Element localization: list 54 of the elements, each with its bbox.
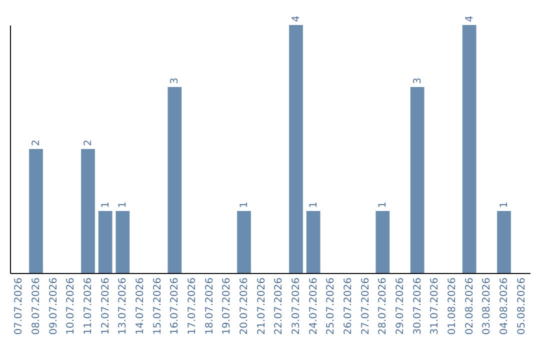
x-tick-label: 25.07.2026 xyxy=(326,278,337,335)
data-label: 1 xyxy=(239,202,250,208)
x-tick-label: 20.07.2026 xyxy=(239,278,250,335)
x-tick-label: 15.07.2026 xyxy=(152,278,164,335)
x-tick-label: 29.07.2026 xyxy=(395,278,406,335)
x-tick-label: 07.07.2026 xyxy=(14,278,25,335)
bar xyxy=(462,25,476,273)
x-tick-label: 03.08.2026 xyxy=(482,278,493,335)
bar xyxy=(410,87,424,273)
data-label: 2 xyxy=(83,140,94,146)
bar xyxy=(237,211,251,273)
bar xyxy=(306,211,320,273)
x-tick-label: 12.07.2026 xyxy=(100,278,112,335)
bar xyxy=(81,149,95,273)
x-tick-label: 31.07.2026 xyxy=(430,278,441,335)
x-tick-label: 23.07.2026 xyxy=(291,278,302,335)
data-label: 4 xyxy=(464,16,476,22)
x-tick-label: 02.08.2026 xyxy=(464,278,476,335)
data-label: 4 xyxy=(291,16,302,22)
x-tick-label: 10.07.2026 xyxy=(66,278,77,335)
bar xyxy=(376,211,390,273)
x-tick-label: 17.07.2026 xyxy=(187,278,198,335)
x-tick-label: 05.08.2026 xyxy=(516,278,528,335)
x-tick-label: 30.07.2026 xyxy=(412,278,424,335)
bar xyxy=(168,87,182,273)
data-label: 1 xyxy=(308,202,320,208)
x-tick-label: 22.07.2026 xyxy=(274,278,285,335)
data-label: 1 xyxy=(118,202,129,208)
x-tick-label: 14.07.2026 xyxy=(135,278,146,335)
data-label: 1 xyxy=(100,202,112,208)
data-label: 3 xyxy=(170,78,181,84)
x-tick-label: 26.07.2026 xyxy=(343,278,354,335)
x-tick-label: 13.07.2026 xyxy=(118,278,129,335)
data-label: 2 xyxy=(31,140,42,146)
x-tick-label: 11.07.2026 xyxy=(83,278,94,335)
x-tick-label: 27.07.2026 xyxy=(360,278,372,335)
x-tick-label: 21.07.2026 xyxy=(256,278,268,335)
x-tick-label: 28.07.2026 xyxy=(378,278,389,335)
data-label: 3 xyxy=(412,78,424,84)
x-tick-label: 16.07.2026 xyxy=(170,278,181,335)
x-tick-label: 04.08.2026 xyxy=(499,278,510,335)
bar xyxy=(497,211,511,273)
data-label: 1 xyxy=(378,202,389,208)
x-tick-label: 24.07.2026 xyxy=(308,278,320,335)
bar xyxy=(116,211,130,273)
x-tick-label: 19.07.2026 xyxy=(222,278,233,335)
x-tick-label: 18.07.2026 xyxy=(204,278,216,335)
bar xyxy=(98,211,112,273)
data-label: 1 xyxy=(499,202,510,208)
bar xyxy=(289,25,303,273)
x-tick-label: 01.08.2026 xyxy=(447,278,458,335)
bar xyxy=(29,149,43,273)
x-tick-label: 09.07.2026 xyxy=(48,278,60,335)
x-tick-label: 08.07.2026 xyxy=(31,278,42,335)
